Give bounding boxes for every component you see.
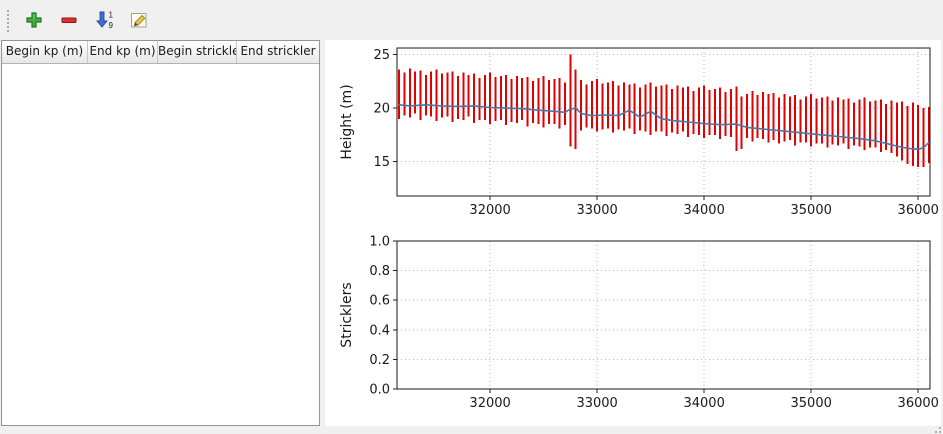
svg-text:Stricklers: Stricklers	[339, 282, 355, 347]
pencil-icon	[131, 13, 147, 28]
svg-text:32000: 32000	[469, 203, 510, 218]
column-header-end-strickler[interactable]: End strickler	[240, 44, 316, 58]
svg-text:35000: 35000	[791, 396, 832, 411]
height-profile-chart-canvas: 32000 33000 34000 35000 36000 15 20 25 Height (m…	[339, 47, 939, 218]
svg-text:1: 1	[109, 11, 114, 20]
table-body-empty[interactable]	[2, 64, 319, 425]
column-header-begin-kp[interactable]: Begin kp (m)	[2, 41, 88, 63]
svg-text:0.8: 0.8	[369, 264, 390, 279]
svg-text:0.4: 0.4	[369, 323, 390, 338]
svg-text:15: 15	[373, 155, 390, 170]
sort-button[interactable]: 1 9	[90, 6, 118, 34]
minus-icon	[61, 17, 77, 24]
svg-text:25: 25	[373, 48, 390, 63]
resize-grip-icon[interactable]	[930, 426, 942, 434]
charts-panel: 32000 33000 34000 35000 36000 15 20 25 Height (m…	[325, 40, 941, 426]
table-header-row: Begin kp (m) End kp (m) Begin strickler …	[2, 41, 319, 64]
status-bar	[0, 426, 943, 434]
svg-text:0.0: 0.0	[369, 383, 390, 398]
add-row-button[interactable]	[20, 6, 48, 34]
svg-text:34000: 34000	[683, 396, 724, 411]
svg-text:33000: 33000	[576, 203, 617, 218]
svg-text:36000: 36000	[898, 396, 939, 411]
remove-row-button[interactable]	[55, 6, 83, 34]
svg-text:36000: 36000	[898, 203, 939, 218]
svg-text:34000: 34000	[683, 203, 724, 218]
toolbar-drag-handle[interactable]	[5, 8, 10, 32]
stricklers-chart-canvas: 32000 33000 34000 35000 36000 0.0 0.2 0.4 0.6 0.8…	[339, 235, 939, 412]
svg-text:32000: 32000	[469, 396, 510, 411]
column-header-begin-strickler[interactable]: Begin strickler	[158, 41, 237, 63]
svg-text:Height (m): Height (m)	[339, 84, 355, 159]
sort-numeric-icon: 1 9	[96, 11, 114, 30]
svg-text:0.2: 0.2	[369, 353, 390, 368]
svg-text:0.6: 0.6	[369, 294, 390, 309]
toolbar: 1 9	[0, 0, 943, 40]
column-header-end-kp[interactable]: End kp (m)	[88, 41, 158, 63]
svg-text:20: 20	[373, 102, 390, 117]
plus-icon	[26, 12, 42, 28]
svg-text:1.0: 1.0	[369, 235, 390, 250]
svg-text:9: 9	[109, 21, 114, 30]
svg-text:33000: 33000	[576, 396, 617, 411]
edit-button[interactable]	[125, 6, 153, 34]
stricklers-table: Begin kp (m) End kp (m) Begin strickler …	[1, 40, 320, 426]
panel-splitter[interactable]	[320, 40, 325, 426]
svg-text:35000: 35000	[791, 203, 832, 218]
